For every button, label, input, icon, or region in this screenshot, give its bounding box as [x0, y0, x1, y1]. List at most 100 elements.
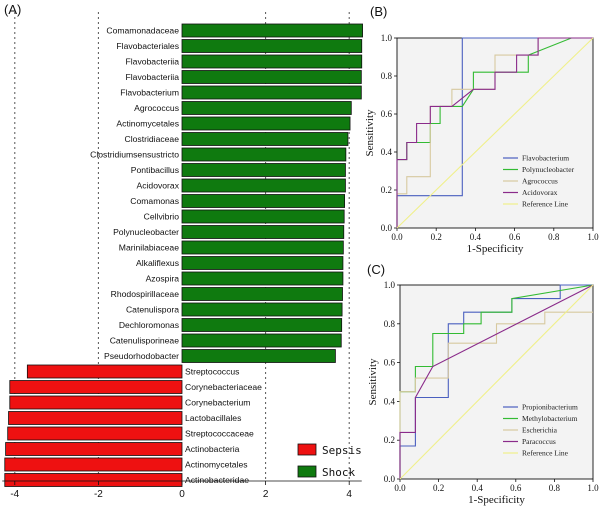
bar-shock — [181, 240, 344, 255]
panel-c-roc-chart: (C) 0.00.0 0.2 0.2 0.4 0.4 0.6 0.6 0.8 0.8 1.0 1.0 1… — [367, 262, 599, 506]
bar-shock — [181, 194, 346, 208]
x-tick-label: 0.4 — [472, 483, 484, 493]
bar-label: Azospira — [146, 274, 180, 284]
panel-label-a: (A) — [4, 2, 21, 17]
legend-swatch-shock — [297, 465, 317, 478]
legend-label-reference-line: Reference Line — [522, 449, 569, 458]
y-tick-label: 0.4 — [381, 147, 393, 157]
legend-label-propionibacterium: Propionibacterium — [522, 403, 578, 412]
bar-label: Comamonas — [130, 196, 179, 206]
bar-shock — [181, 318, 343, 332]
y-tick-label: 0.4 — [384, 396, 396, 406]
x-tick-label: 0.2 — [431, 232, 442, 242]
bar-label: Pontibacillus — [131, 165, 179, 175]
y-tick-label: 0.6 — [381, 109, 393, 119]
roc-curve-reference-line — [399, 284, 594, 480]
bar-shock — [181, 54, 363, 69]
panel-a-lefse-chart: (A) Comamonadaceae Flavobacteriales Flavoba… — [2, 2, 363, 500]
bar-shock — [181, 287, 343, 301]
bar-label: Dechloromonas — [119, 320, 179, 330]
x-tick-label: 0.2 — [433, 483, 444, 493]
bar-label: Catenulisporineae — [110, 336, 179, 346]
bar-sepsis — [9, 395, 183, 410]
bar-label: Acidovorax — [136, 181, 179, 191]
bar-shock — [181, 256, 344, 270]
legend-label-flavobacterium: Flavobacterium — [522, 154, 569, 163]
roc-curve-acidovorax — [396, 37, 593, 228]
bar-label: Flavobacteriia — [126, 57, 180, 67]
legend-label-shock: Shock — [322, 466, 355, 479]
x-tick-label: 0.0 — [394, 483, 406, 493]
bar-shock — [181, 349, 336, 363]
bar-label: Clostridiaceae — [125, 134, 180, 144]
bar-label: Polynucleobacter — [113, 227, 179, 237]
roc-curve-reference-line — [396, 37, 594, 229]
x-tick-label: 0.8 — [549, 483, 561, 493]
y-axis-title: Sensitivity — [364, 109, 376, 157]
x-tick-label: 0.6 — [509, 232, 521, 242]
bar-label: Flavobacterium — [120, 88, 179, 98]
x-tick-label: 0.8 — [548, 232, 560, 242]
bar-shock — [181, 163, 346, 177]
panel-label-c: (C) — [367, 262, 385, 277]
bar-shock — [181, 85, 362, 100]
bar-label: Corynebacterium — [185, 398, 250, 408]
bar-label: Actinomycetales — [116, 119, 179, 129]
legend-label-paracoccus: Paracoccus — [522, 437, 556, 446]
bar-shock — [181, 132, 349, 146]
x-tick-label: 0.0 — [391, 232, 403, 242]
roc-curve-paracoccus — [399, 284, 594, 479]
x-axis-title: 1-Specificity — [468, 494, 525, 506]
y-tick-label: 0.8 — [384, 319, 396, 329]
x-tick-label: -4 — [10, 489, 19, 500]
bar-label: Flavobacteriia — [126, 72, 180, 82]
panel-label-b: (B) — [370, 4, 387, 19]
y-tick-label: 1.0 — [384, 280, 396, 290]
bar-shock — [181, 147, 347, 162]
bar-label: Corynebacteriaceae — [185, 382, 262, 392]
y-tick-label: 1.0 — [381, 33, 393, 43]
x-tick-label: 2 — [263, 489, 269, 500]
roc-curve-escherichia — [399, 311, 593, 479]
y-tick-label: 0.2 — [384, 435, 395, 445]
y-tick-label: 0.8 — [381, 71, 393, 81]
bar-sepsis — [5, 442, 183, 456]
bar-label: Cellvibrio — [144, 212, 180, 222]
panel-b-roc-chart: (B) 0.00.0 0.2 0.2 0.4 0.4 0.6 0.6 0.8 0.8 1.0 1.0 1… — [364, 4, 599, 255]
legend-label-reference-line: Reference Line — [522, 200, 569, 209]
bar-label: Comamonadaceae — [106, 26, 179, 36]
x-tick-label: 1.0 — [587, 483, 599, 493]
bar-shock — [181, 333, 342, 348]
y-axis-title: Sensitivity — [367, 358, 379, 406]
bar-sepsis — [4, 473, 183, 487]
bar-shock — [181, 271, 344, 286]
legend-label-escherichia: Escherichia — [522, 426, 558, 435]
y-tick-label: 0.6 — [384, 358, 396, 368]
bar-label: Clostridiumsensustricto — [90, 150, 179, 160]
legend-label-sepsis: Sepsis — [322, 444, 362, 457]
legend-label-methylobacterium: Methylobacterium — [522, 414, 578, 423]
bar-label: Streptococcus — [185, 367, 239, 377]
bar-label: Actinobacteridae — [185, 475, 249, 485]
x-tick-label: 0 — [179, 489, 185, 500]
bar-shock — [181, 70, 362, 84]
bar-sepsis — [9, 380, 183, 394]
legend-label-acidovorax: Acidovorax — [522, 188, 558, 197]
legend-label-agrococcus: Agrococcus — [522, 177, 558, 186]
bar-shock — [181, 23, 363, 38]
bar-label: Actinomycetales — [185, 460, 248, 470]
bar-label: Streptococcaceae — [185, 429, 254, 439]
y-tick-label: 0.0 — [381, 223, 393, 233]
bar-label: Rhodospirillaceae — [111, 289, 180, 299]
bar-label: Marinilabiaceae — [119, 243, 179, 253]
bar-sepsis — [26, 364, 183, 379]
x-tick-label: 1.0 — [587, 232, 599, 242]
bar-sepsis — [8, 411, 183, 425]
bar-label: Actinobacteria — [185, 444, 240, 454]
bar-shock — [181, 225, 345, 239]
legend-label-polynucleobacter: Polynucleobacter — [522, 165, 575, 174]
bar-shock — [181, 116, 351, 131]
bar-shock — [181, 178, 346, 193]
bar-label: Flavobacteriales — [116, 41, 179, 51]
